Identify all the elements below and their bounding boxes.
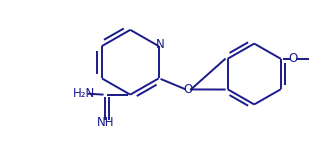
Text: O: O <box>183 83 192 96</box>
Text: NH: NH <box>97 116 114 129</box>
Text: O: O <box>288 52 297 65</box>
Text: H₂N: H₂N <box>73 87 95 100</box>
Text: N: N <box>156 38 165 51</box>
